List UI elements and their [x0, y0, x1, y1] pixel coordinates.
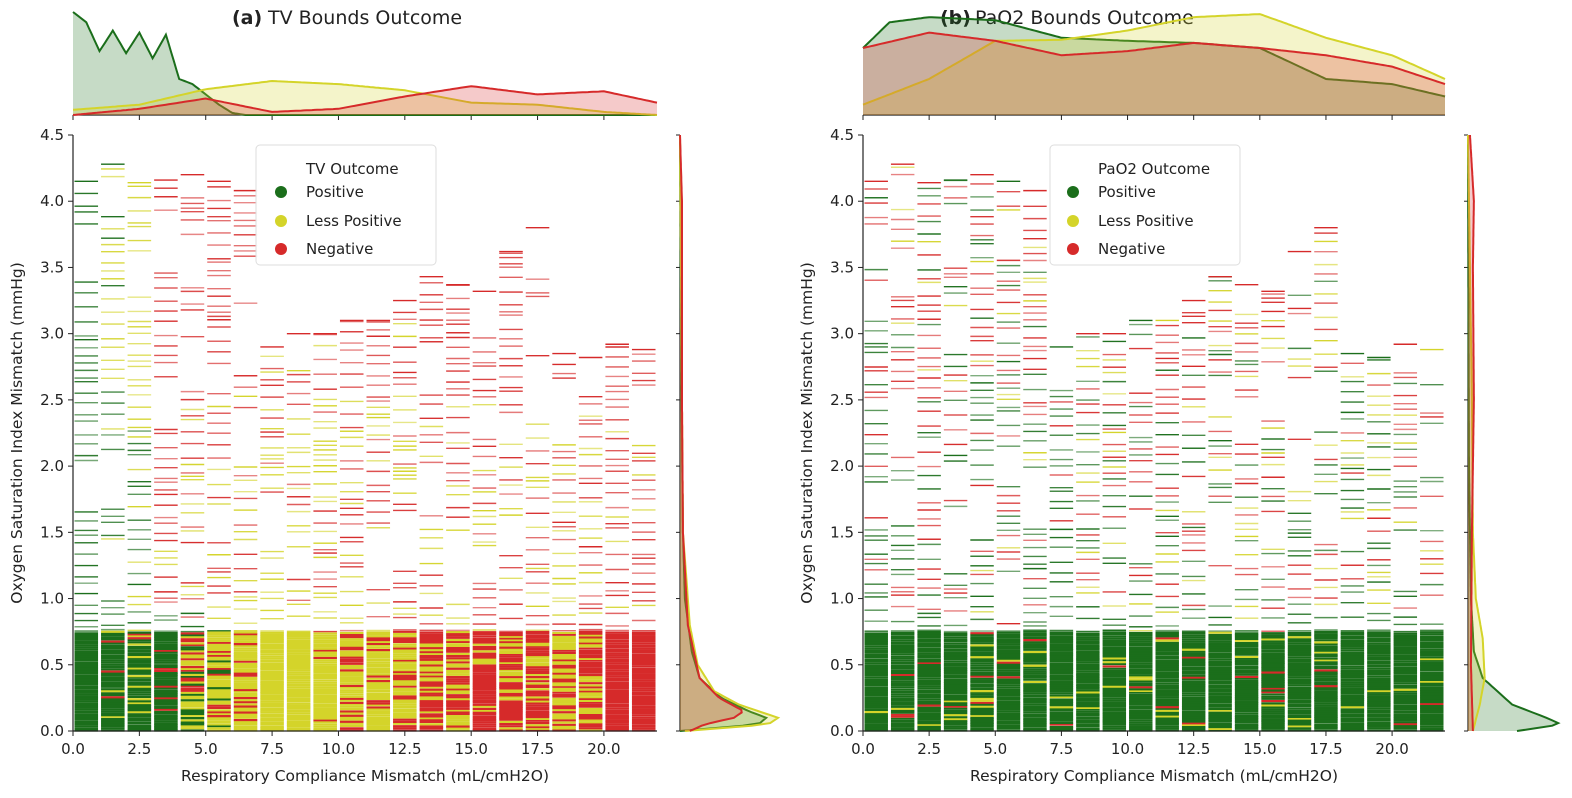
kde-x-line-less-positive: [72, 79, 658, 116]
panel-a-legend: TV Outcome Positive Less Positive Negati…: [255, 144, 437, 266]
legend-less-positive: Less Positive: [1098, 212, 1194, 230]
panel-a: (a) TV Bounds Outcome Respiratory Compli…: [8, 7, 781, 785]
y-tick-label: 2.5: [40, 391, 64, 409]
x-tick-label: 10.0: [322, 740, 355, 758]
panel-b-xlabel: Respiratory Compliance Mismatch (mL/cmH2…: [970, 767, 1338, 785]
y-tick-label: 0.0: [40, 722, 64, 740]
kde-y-line-less-positive: [679, 135, 781, 732]
kde-y-line-positive: [1467, 135, 1561, 732]
y-tick-label: 2.0: [830, 457, 854, 475]
legend-marker-negative: [1067, 243, 1079, 255]
x-tick-label: 0.0: [851, 740, 875, 758]
panel-b-title: PaO2 Bounds Outcome: [975, 7, 1194, 29]
panel-b-ylabel: Oxygen Saturation Index Mismatch (mmHg): [798, 262, 816, 603]
kde-x-fill-positive: [863, 17, 1445, 116]
legend-less-positive: Less Positive: [306, 212, 402, 230]
legend-marker-negative: [275, 243, 287, 255]
kde-x-line-negative: [862, 31, 1446, 86]
y-tick-label: 2.5: [830, 391, 854, 409]
y-tick-label: 1.5: [40, 523, 64, 541]
dash-marks: [74, 163, 656, 732]
kde-x-line-positive: [862, 16, 1446, 98]
x-tick-label: 5.0: [983, 740, 1007, 758]
kde-y-fill-negative: [680, 135, 742, 731]
x-tick-label: 15.0: [1243, 740, 1276, 758]
x-tick-label: 7.5: [260, 740, 284, 758]
x-tick-label: 2.5: [917, 740, 941, 758]
x-tick-label: 7.5: [1049, 740, 1073, 758]
y-tick-label: 4.0: [830, 192, 854, 210]
x-tick-label: 17.5: [521, 740, 554, 758]
legend-positive: Positive: [1098, 183, 1156, 201]
kde-x-line-positive: [72, 11, 657, 116]
legend-positive: Positive: [306, 183, 364, 201]
x-tick-label: 17.5: [1309, 740, 1342, 758]
legend-title: PaO2 Outcome: [1098, 160, 1210, 178]
x-tick-label: 20.0: [587, 740, 620, 758]
legend-negative: Negative: [306, 240, 373, 258]
x-tick-label: 15.0: [454, 740, 487, 758]
kde-x-line-less-positive: [862, 13, 1446, 106]
legend-title: TV Outcome: [305, 160, 399, 178]
kde-y-line-negative: [679, 134, 743, 732]
y-tick-label: 2.0: [40, 457, 64, 475]
panel-a-title: TV Bounds Outcome: [267, 7, 462, 29]
kde-y-line-less-positive: [1467, 135, 1486, 732]
dash-marks: [864, 163, 1444, 732]
x-tick-label: 12.5: [388, 740, 421, 758]
kde-x-line-negative: [72, 85, 658, 116]
panel-a-label: (a): [232, 7, 262, 29]
y-tick-label: 3.0: [40, 325, 64, 343]
y-tick-label: 3.0: [830, 325, 854, 343]
x-tick-label: 12.5: [1177, 740, 1210, 758]
x-tick-label: 10.0: [1111, 740, 1144, 758]
y-tick-label: 3.5: [40, 258, 64, 276]
y-tick-label: 4.5: [830, 126, 854, 144]
panel-b: (b) PaO2 Bounds Outcome Respiratory Comp…: [798, 7, 1561, 785]
panel-a-xlabel: Respiratory Compliance Mismatch (mL/cmH2…: [181, 767, 549, 785]
panel-b-legend: PaO2 Outcome Positive Less Positive Nega…: [1049, 144, 1241, 266]
y-tick-label: 1.0: [830, 590, 854, 608]
legend-marker-less-positive: [1067, 215, 1079, 227]
legend-marker-positive: [275, 186, 287, 198]
kde-y-fill-positive: [1468, 135, 1559, 731]
kde-x-fill-negative: [73, 86, 657, 115]
y-tick-label: 0.0: [830, 722, 854, 740]
x-tick-label: 20.0: [1375, 740, 1408, 758]
y-tick-label: 4.5: [40, 126, 64, 144]
x-tick-label: 2.5: [127, 740, 151, 758]
kde-x-fill-less-positive: [73, 81, 657, 115]
y-tick-label: 0.5: [830, 656, 854, 674]
x-tick-label: 0.0: [61, 740, 85, 758]
panel-a-ylabel: Oxygen Saturation Index Mismatch (mmHg): [8, 262, 26, 603]
y-tick-label: 3.5: [830, 258, 854, 276]
x-tick-label: 5.0: [194, 740, 218, 758]
kde-x-fill-less-positive: [863, 14, 1445, 116]
legend-marker-positive: [1067, 186, 1079, 198]
y-tick-label: 1.0: [40, 590, 64, 608]
y-tick-label: 1.5: [830, 523, 854, 541]
kde-y-fill-positive: [680, 135, 767, 731]
legend-marker-less-positive: [275, 215, 287, 227]
kde-y-line-negative: [1469, 134, 1475, 732]
y-tick-label: 4.0: [40, 192, 64, 210]
kde-y-fill-less-positive: [680, 135, 778, 731]
y-tick-label: 0.5: [40, 656, 64, 674]
legend-negative: Negative: [1098, 240, 1165, 258]
